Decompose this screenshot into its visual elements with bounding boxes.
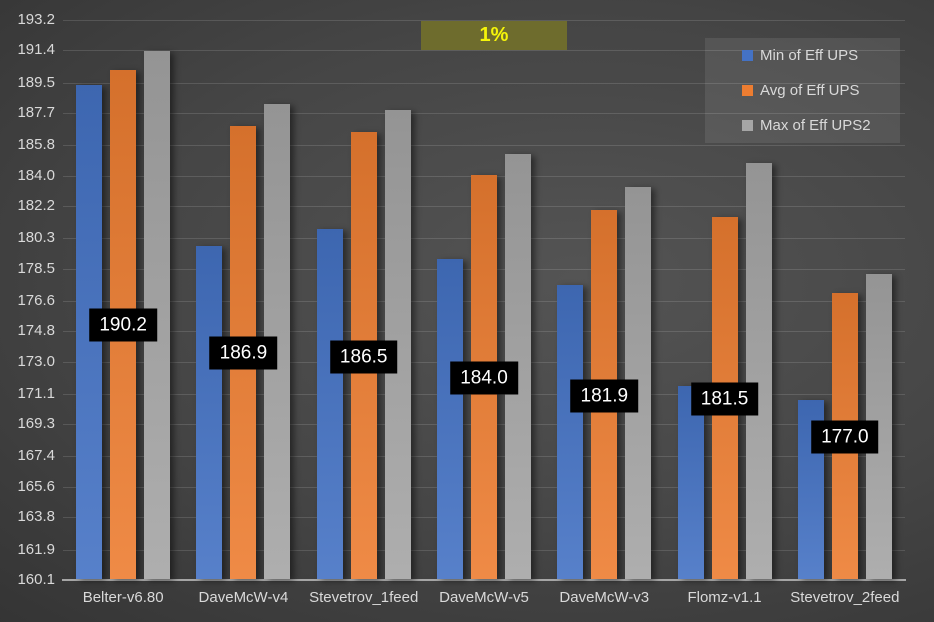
y-axis-tick-label: 191.4 (17, 41, 55, 59)
y-axis-tick-label: 165.6 (17, 477, 55, 495)
x-axis-line (62, 579, 906, 581)
y-axis-tick-label: 187.7 (17, 104, 55, 122)
gridline (63, 145, 905, 147)
y-axis-tick-label: 184.0 (17, 166, 55, 184)
legend-swatch-max (742, 120, 753, 131)
data-label[interactable]: 177.0 (811, 420, 879, 454)
bar-min-of-eff-ups-davemcw-v4[interactable] (196, 245, 223, 580)
y-axis-tick-label: 182.2 (17, 197, 55, 215)
legend-item-max[interactable]: Max of Eff UPS2 (705, 117, 900, 134)
y-axis-tick-label: 171.1 (17, 384, 55, 402)
bar-min-of-eff-ups-belter-v6-80[interactable] (76, 84, 103, 580)
legend-item-avg[interactable]: Avg of Eff UPS (705, 82, 900, 99)
y-axis-tick-label: 178.5 (17, 259, 55, 277)
y-axis-tick-label: 185.8 (17, 136, 55, 154)
bar-min-of-eff-ups-davemcw-v3[interactable] (557, 284, 584, 580)
legend: Min of Eff UPS Avg of Eff UPS Max of Eff… (705, 38, 900, 143)
data-label[interactable]: 181.5 (690, 382, 759, 416)
y-axis-tick-label: 167.4 (17, 447, 55, 465)
y-axis-tick-label: 189.5 (17, 73, 55, 91)
x-axis-label: Belter-v6.80 (82, 589, 164, 606)
bar-min-of-eff-ups-davemcw-v5[interactable] (437, 259, 463, 579)
y-axis-tick-label: 163.8 (17, 508, 55, 526)
x-axis-label: Stevetrov_2feed (790, 589, 900, 606)
bar-min-of-eff-ups-stevetrov-1feed[interactable] (316, 228, 343, 580)
data-label[interactable]: 184.0 (450, 361, 518, 395)
x-axis-label: Stevetrov_1feed (309, 589, 419, 606)
y-axis-tick-label: 169.3 (17, 415, 55, 433)
x-axis-label: DaveMcW-v3 (559, 589, 650, 606)
legend-label-min: Min of Eff UPS (760, 47, 859, 64)
data-label[interactable]: 186.9 (209, 336, 278, 370)
data-label[interactable]: 181.9 (570, 379, 639, 413)
y-axis-tick-label: 160.1 (17, 571, 55, 588)
legend-swatch-avg (742, 85, 753, 96)
y-axis-tick-label: 193.2 (17, 11, 55, 28)
bar-max-of-eff-ups2-flomz-v1-1[interactable] (745, 162, 772, 580)
gridline (63, 50, 905, 52)
y-axis-tick-label: 176.6 (17, 291, 55, 309)
data-label[interactable]: 186.5 (329, 340, 398, 374)
x-axis-label: Flomz-v1.1 (687, 589, 762, 606)
gridline (63, 82, 905, 84)
y-axis-tick-label: 180.3 (17, 229, 55, 247)
x-axis-label: DaveMcW-v5 (439, 589, 529, 606)
legend-item-min[interactable]: Min of Eff UPS (705, 47, 900, 64)
bar-min-of-eff-ups-flomz-v1-1[interactable] (677, 386, 704, 579)
x-axis-label: DaveMcW-v4 (198, 589, 289, 606)
y-axis-tick-label: 161.9 (17, 540, 55, 558)
y-axis-tick-label: 174.8 (17, 322, 55, 340)
y-axis-tick-label: 173.0 (17, 352, 55, 370)
gridline (63, 20, 905, 21)
legend-label-avg: Avg of Eff UPS (760, 82, 860, 99)
legend-swatch-min (742, 50, 753, 61)
gridline (63, 113, 905, 115)
legend-label-max: Max of Eff UPS2 (760, 117, 871, 134)
data-label[interactable]: 190.2 (89, 308, 157, 342)
annotation-textbox[interactable]: 1% (421, 21, 567, 50)
